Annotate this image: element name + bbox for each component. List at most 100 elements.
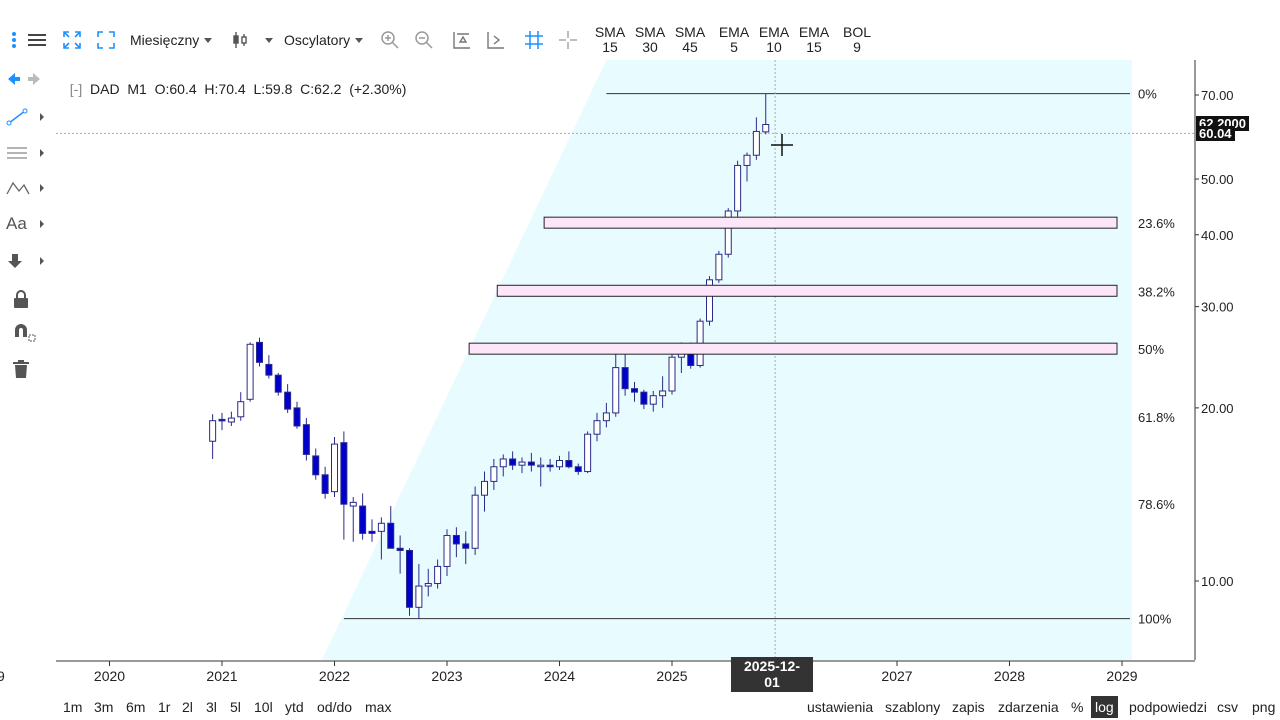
indicator-sma-45[interactable]: SMA 45 [668,25,712,55]
indicator-sma-15[interactable]: SMA 15 [588,25,632,55]
low-value: L:59.8 [253,81,293,97]
fib-zone-band [468,342,1118,355]
line-tool-button[interactable] [6,104,46,130]
candle-body [368,530,376,534]
candle-body [499,458,507,468]
fit-range-icon[interactable] [450,29,474,51]
candle-body [762,124,770,133]
range-3l[interactable]: 3l [206,699,217,715]
candle-body [359,505,367,534]
fib-level-label: 38.2% [1138,284,1175,299]
crosshair-lines [56,60,1195,660]
chevron-down-icon [355,37,364,43]
indicator-name: SMA [634,24,666,40]
fib-level-label: 61.8% [1138,410,1175,425]
marker-tool-button[interactable] [6,248,46,274]
candle-body [481,480,488,496]
candle-body [340,442,348,505]
x-tick-label: 2023 [431,668,462,684]
option-percent[interactable]: % [1071,699,1084,715]
scroll-to-end-icon[interactable] [484,29,508,51]
candlestick-type-icon[interactable] [230,29,250,51]
range-1r[interactable]: 1r [158,699,171,715]
range-1m[interactable]: 1m [63,699,83,715]
collapse-button[interactable]: [-] [69,81,83,97]
zoom-out-icon[interactable] [412,29,436,51]
option-ustawienia[interactable]: ustawienia [807,699,874,715]
x-tick-label: 2027 [881,668,912,684]
horizontal-lines-button[interactable] [6,140,46,166]
magnet-button[interactable] [12,320,52,346]
indicator-name: BOL [842,24,871,40]
candle-body [743,154,751,166]
crosshair-icon[interactable] [556,29,580,51]
option-podpowiedzi[interactable]: podpowiedzi [1129,699,1207,715]
indicator-ema-15[interactable]: EMA 15 [792,25,836,55]
candle-body [546,464,554,468]
range-10l[interactable]: 10l [254,699,273,715]
pattern-tool-button[interactable] [6,175,46,201]
lock-button[interactable] [12,286,52,312]
range-5l[interactable]: 5l [230,699,241,715]
candle-body [218,418,226,422]
candle-body [302,424,310,455]
indicator-name: EMA [798,24,830,40]
x-tick-label: 2029 [1106,668,1137,684]
indicator-ema-10[interactable]: EMA 10 [752,25,796,55]
arrow-down-icon [8,254,22,268]
chevron-down-icon [264,37,273,43]
indicator-bol-9[interactable]: BOL 9 [835,25,879,55]
hamburger-menu-icon[interactable] [26,30,48,50]
delete-button[interactable] [12,356,52,382]
candle-body [574,466,582,473]
y-tick-label: 10.00 [1201,574,1234,589]
y-tick-label: 30.00 [1201,300,1234,315]
chevron-down-icon [204,37,213,43]
interval-dropdown[interactable]: Miesięczny [130,30,213,50]
change-value: (+2.30%) [349,81,407,97]
option-szablony[interactable]: szablony [885,699,941,715]
candle-body [537,464,545,468]
text-tool-button[interactable]: Aa [6,211,46,237]
indicator-name: SMA [594,24,626,40]
range-ytd[interactable]: ytd [285,699,304,715]
zoom-in-icon[interactable] [378,29,402,51]
option-zdarzenia[interactable]: zdarzenia [998,699,1059,715]
range-6m[interactable]: 6m [126,699,146,715]
option-log[interactable]: log [1091,696,1118,718]
candle-body [612,367,620,414]
option-zapis[interactable]: zapis [952,699,985,715]
price-chart[interactable]: 0% 23.6% 38.2% 50% 61.8% 78.6% 100% 70.00 50.00… [0,0,1280,696]
fullscreen-icon[interactable] [94,29,118,51]
undo-redo-button[interactable] [6,66,46,92]
fib-level-label: 78.6% [1138,497,1175,512]
range-2l[interactable]: 2l [182,699,193,715]
oscillators-dropdown[interactable]: Oscylatory [284,30,364,50]
candle-body [621,367,629,390]
text-tool-label: Aa [6,214,27,233]
option-png[interactable]: png [1252,699,1276,715]
fibonacci-fan[interactable]: 0% 23.6% 38.2% 50% 61.8% 78.6% 100% [321,60,1175,660]
more-menu-icon[interactable] [6,30,22,50]
fib-zones[interactable] [468,216,1118,355]
indicator-ema-5[interactable]: EMA 5 [712,25,756,55]
arrows-icon [8,73,40,85]
chevron-right-icon [40,257,44,265]
indicator-sma-30[interactable]: SMA 30 [628,25,672,55]
range-3m[interactable]: 3m [94,699,114,715]
indicator-param: 5 [730,39,738,55]
chart-type-dropdown[interactable] [258,30,274,50]
interval-code: M1 [127,81,147,97]
range-max[interactable]: max [365,699,392,715]
grid-icon[interactable] [522,29,546,51]
indicator-name: EMA [718,24,750,40]
expand-icon[interactable] [60,29,84,51]
candle-body [556,460,563,468]
range-od-do[interactable]: od/do [317,699,353,715]
x-tick-label: 2021 [206,668,237,684]
option-csv[interactable]: csv [1217,699,1238,715]
indicator-param: 15 [602,39,618,55]
fib-level-label: 0% [1138,87,1157,102]
crosshair-date-label: 2025-12- 01 [731,657,813,692]
candle-body [715,253,723,281]
